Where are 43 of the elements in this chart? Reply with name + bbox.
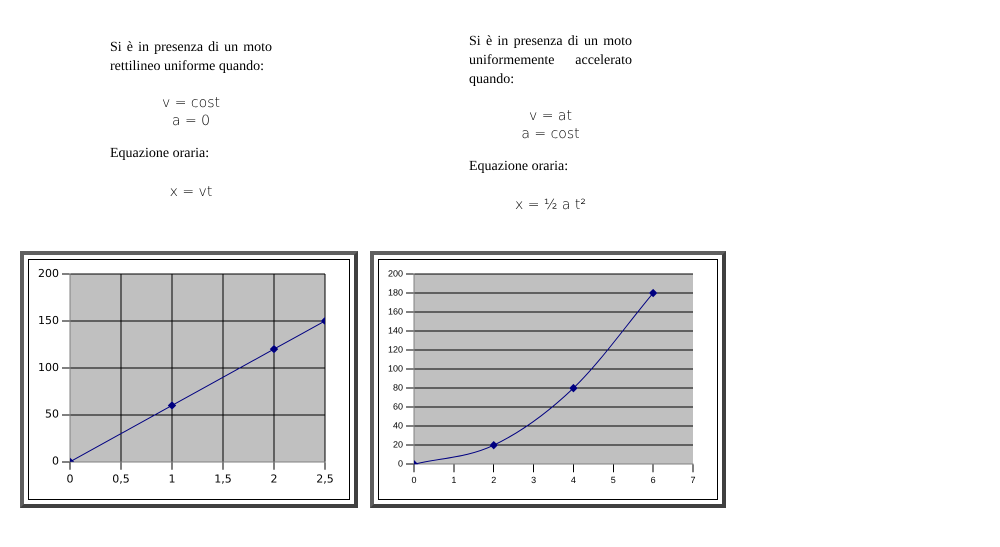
y-tick-label: 80: [393, 382, 404, 393]
text: a = 0: [170, 112, 212, 130]
y-tick-label: 160: [388, 306, 404, 317]
x-tick-label: 2,5: [316, 472, 334, 486]
x-tick-label: 7: [690, 475, 696, 486]
y-tick-label: 0: [52, 454, 59, 468]
point: [569, 384, 578, 392]
y-tick-label: 0: [398, 458, 404, 469]
y-tick-label: 150: [38, 314, 59, 327]
text: Equazione oraria:: [469, 158, 570, 176]
text: a = cost: [520, 125, 581, 143]
y-tick-label: 20: [393, 440, 404, 450]
x-tick-label: 1: [168, 472, 176, 486]
y-tick-label: 60: [393, 402, 404, 412]
x-tick-label: 0: [412, 475, 417, 486]
text: Si è in presenza di un moto rettilineo uniforme quando:: [110, 39, 272, 76]
text: x = vt: [168, 183, 214, 201]
point: [490, 441, 498, 450]
x-tick-label: 2: [491, 475, 496, 486]
y-tick-label: 180: [388, 288, 404, 298]
x-tick-label: 5: [610, 475, 616, 486]
x-tick-label: 2: [270, 472, 278, 486]
x-tick-label: 0,5: [112, 472, 130, 486]
y-tick-label: 100: [38, 360, 59, 374]
text: Equazione oraria:: [110, 145, 210, 163]
text: x = ½ a t²: [514, 196, 588, 214]
text: v = cost: [161, 94, 221, 112]
y-tick-label: 200: [38, 266, 59, 280]
y-tick-label: 100: [388, 364, 404, 374]
point: [649, 289, 658, 298]
y-tick-label: 40: [393, 420, 404, 431]
x-tick-label: 6: [650, 475, 656, 486]
y-tick-label: 200: [388, 268, 404, 278]
x-tick-label: 1: [451, 475, 456, 486]
x-tick-label: 3: [531, 475, 536, 486]
text: Si è in presenza di un moto uniformemente accelerato quando:: [469, 33, 632, 89]
x-tick-label: 4: [570, 475, 576, 486]
y-tick-label: 120: [388, 344, 404, 355]
x-tick-label: 0: [66, 472, 74, 486]
x-tick-label: 1,5: [214, 472, 232, 486]
y-tick-label: 140: [388, 326, 404, 336]
text: v = at: [528, 107, 573, 125]
y-tick-label: 50: [44, 408, 59, 421]
